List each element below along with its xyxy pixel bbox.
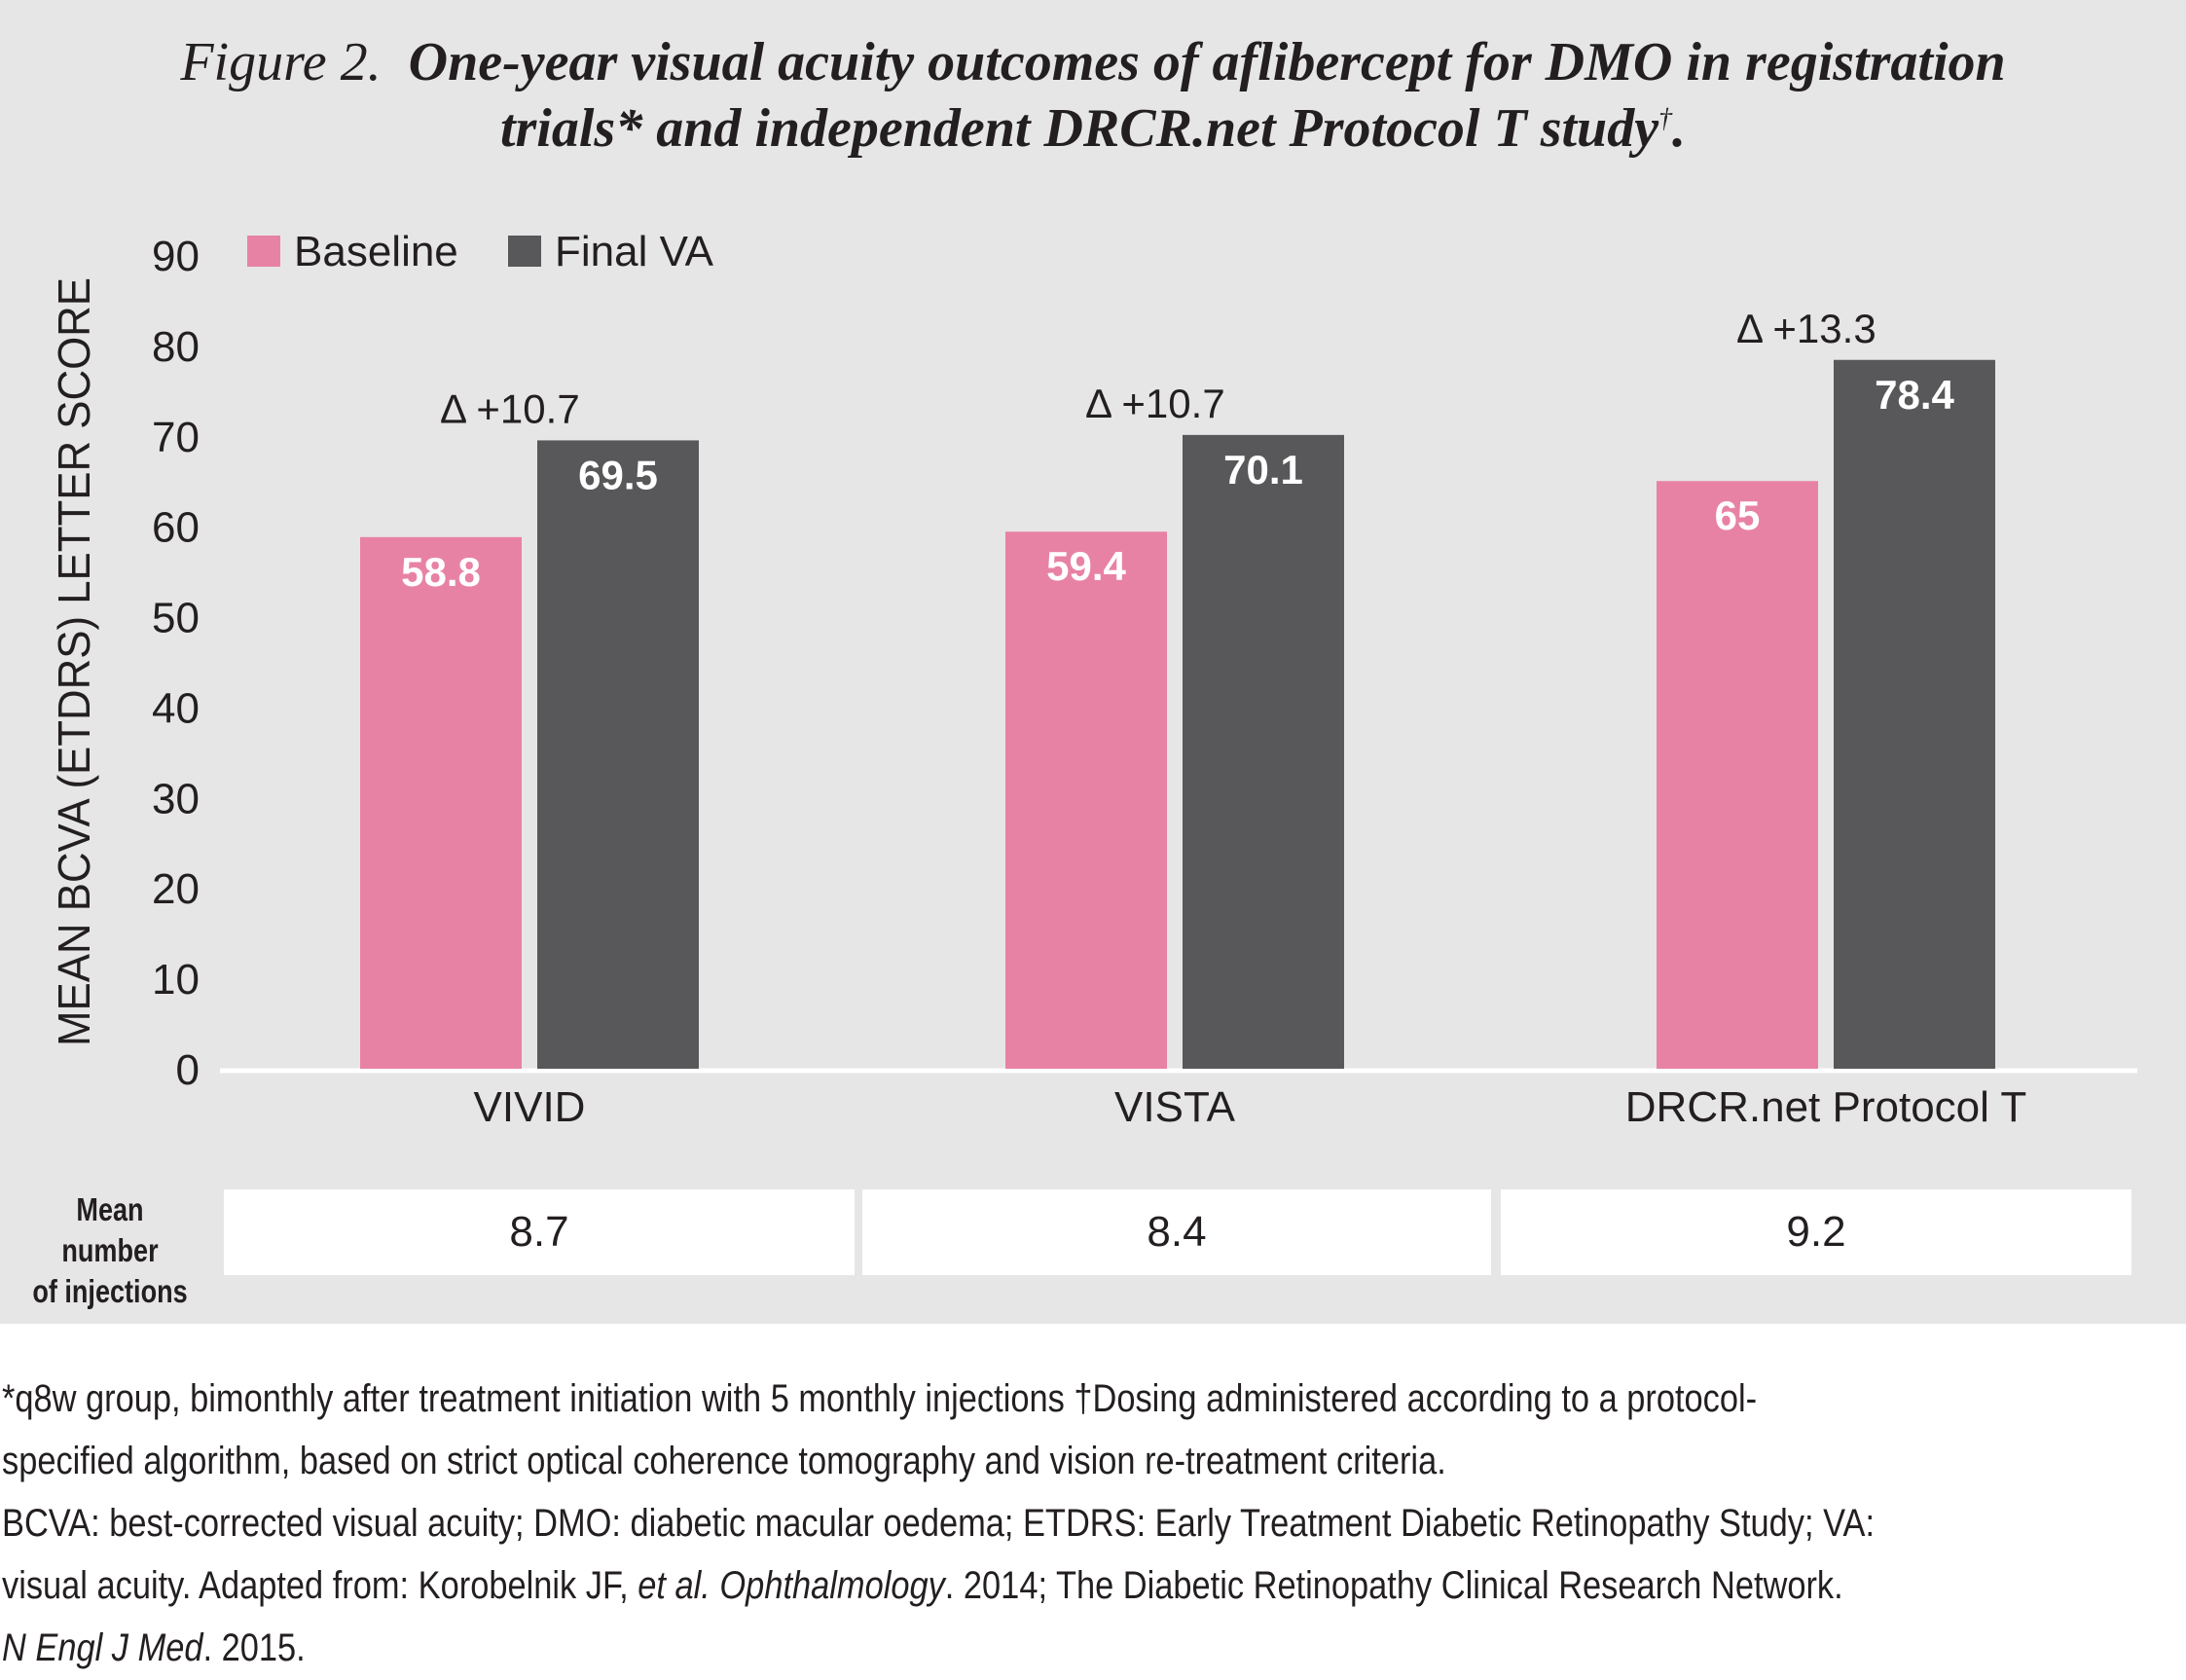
figure-title: Figure 2. One-year visual acuity outcome… <box>39 29 2147 162</box>
bar-baseline <box>1657 481 1818 1069</box>
bar-value-label: 69.5 <box>578 452 658 497</box>
injections-value-protocol-t: 9.2 <box>1786 1208 1846 1256</box>
bar-value-label: 78.4 <box>1875 372 1954 418</box>
injections-label-line-2: of injections <box>32 1273 188 1309</box>
bar-value-label: 65 <box>1715 493 1761 538</box>
bar-chart: MEAN BCVA (ETDRS) LETTER SCORE 0 10 20 30 40 5… <box>49 228 2137 1131</box>
bar-baseline <box>1005 531 1167 1069</box>
footnote-5a: N Engl J Med <box>2 1626 203 1669</box>
y-axis-title: MEAN BCVA (ETDRS) LETTER SCORE <box>49 277 99 1046</box>
legend-swatch-final-va <box>508 236 541 267</box>
injections-value-vivid: 8.7 <box>509 1208 569 1256</box>
delta-label: Δ +10.7 <box>1085 381 1225 426</box>
y-tick-label: 70 <box>152 414 200 461</box>
footnote-line-2: specified algorithm, based on strict opt… <box>2 1440 1446 1482</box>
delta-label: Δ +10.7 <box>440 385 580 431</box>
footnote-line-3: BCVA: best-corrected visual acuity; DMO:… <box>2 1502 1876 1545</box>
y-tick-label: 60 <box>152 504 200 552</box>
injections-cell-vista: 8.4 <box>862 1189 1491 1275</box>
injections-label-line-1: Mean number <box>61 1191 159 1268</box>
legend-swatch-baseline <box>247 236 280 267</box>
footnote-4c: . 2014; The Diabetic Retinopathy Clinica… <box>944 1564 1843 1607</box>
footnote-4a: visual acuity. Adapted from: Korobelnik … <box>2 1564 638 1607</box>
delta-label: Δ +13.3 <box>1736 306 1876 351</box>
bar-value-label: 58.8 <box>401 549 481 595</box>
figure-panel: Figure 2. One-year visual acuity outcome… <box>0 0 2186 1324</box>
bar-baseline <box>360 536 522 1069</box>
y-tick-label: 10 <box>152 956 200 1004</box>
bar-final-va <box>1183 434 1344 1069</box>
y-tick-label: 50 <box>152 595 200 642</box>
footnote-line-1: *q8w group, bimonthly after treatment in… <box>2 1377 1758 1420</box>
footnote-line-4: visual acuity. Adapted from: Korobelnik … <box>2 1554 1876 1617</box>
x-category-label: VIVID <box>474 1083 586 1131</box>
footnote-5b: . 2015. <box>202 1626 306 1669</box>
bar-value-label: 59.4 <box>1046 543 1126 589</box>
title-text-2: trials* and independent DRCR.net Protoco… <box>499 98 1659 159</box>
y-tick-label: 20 <box>152 865 200 913</box>
footnotes: *q8w group, bimonthly after treatment in… <box>2 1368 2182 1679</box>
injections-cell-vivid: 8.7 <box>224 1189 855 1275</box>
y-tick-label: 0 <box>176 1046 200 1094</box>
title-line-2: trials* and independent DRCR.net Protoco… <box>39 95 2147 162</box>
dagger-mark: † <box>1658 103 1673 134</box>
y-tick-label: 40 <box>152 684 200 732</box>
y-tick-label: 80 <box>152 323 200 371</box>
title-line-1: Figure 2. One-year visual acuity outcome… <box>39 29 2147 95</box>
injections-value-vista: 8.4 <box>1147 1208 1207 1256</box>
x-category-label: DRCR.net Protocol T <box>1625 1083 2026 1131</box>
title-text-1: One-year visual acuity outcomes of aflib… <box>408 32 2006 92</box>
title-end: . <box>1672 98 1687 159</box>
bar-final-va <box>1834 359 1995 1069</box>
figure-number: Figure 2. <box>180 32 382 92</box>
bar-value-label: 70.1 <box>1223 447 1303 493</box>
legend-label-final-va: Final VA <box>555 228 714 275</box>
injections-label: Mean number of injections <box>26 1189 194 1312</box>
y-tick-label: 90 <box>152 233 200 280</box>
legend-label-baseline: Baseline <box>294 228 458 275</box>
footnote-line-5: N Engl J Med. 2015. <box>2 1617 1876 1679</box>
footnote-4b: et al. Ophthalmology <box>638 1564 945 1607</box>
injections-cell-protocol-t: 9.2 <box>1501 1189 2131 1275</box>
y-tick-label: 30 <box>152 775 200 822</box>
x-category-label: VISTA <box>1114 1083 1236 1131</box>
bar-final-va <box>537 440 699 1069</box>
